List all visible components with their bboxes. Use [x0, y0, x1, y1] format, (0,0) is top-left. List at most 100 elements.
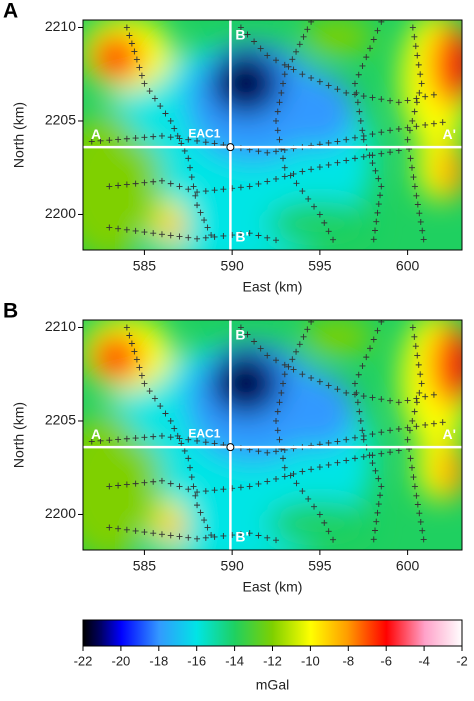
- station: [158, 531, 165, 538]
- station: [359, 62, 366, 69]
- station: [126, 332, 133, 339]
- station: [357, 417, 364, 424]
- station: [88, 138, 95, 145]
- station: [377, 192, 384, 199]
- station: [420, 236, 427, 243]
- station: [412, 43, 419, 50]
- station: [264, 149, 271, 156]
- colorbar-segment: [83, 620, 103, 646]
- station: [150, 478, 157, 485]
- station: [133, 56, 140, 63]
- anomaly: [439, 445, 462, 498]
- station: [273, 475, 280, 482]
- station: [378, 450, 385, 457]
- station: [351, 80, 358, 87]
- station: [372, 227, 379, 234]
- station: [255, 180, 262, 187]
- station: [343, 436, 350, 443]
- colorbar-tick-label: -18: [149, 653, 168, 668]
- station: [308, 166, 315, 173]
- station: [290, 66, 297, 73]
- station: [174, 132, 181, 139]
- station: [141, 380, 148, 387]
- station: [411, 183, 418, 190]
- station: [299, 71, 306, 78]
- station: [387, 449, 394, 456]
- station: [308, 20, 315, 25]
- station: [106, 224, 113, 231]
- station: [132, 227, 139, 234]
- station: [343, 457, 350, 464]
- station: [151, 95, 158, 102]
- station: [343, 136, 350, 143]
- station: [208, 232, 215, 239]
- station: [280, 455, 287, 462]
- station: [378, 20, 385, 25]
- station: [296, 341, 303, 348]
- station: [360, 436, 367, 443]
- station: [157, 403, 164, 410]
- station: [334, 438, 341, 445]
- station: [264, 478, 271, 485]
- station: [411, 408, 418, 415]
- anomaly: [432, 23, 462, 107]
- station: [375, 175, 382, 182]
- station: [409, 117, 416, 124]
- colorbar-segment: [158, 620, 198, 646]
- station: [411, 33, 418, 40]
- station: [407, 455, 414, 462]
- station: [409, 24, 416, 31]
- station: [246, 530, 253, 537]
- station: [244, 331, 251, 338]
- station: [181, 147, 188, 154]
- station: [138, 372, 145, 379]
- y-tick-label: 2210: [45, 18, 76, 34]
- station: [406, 427, 413, 434]
- station: [293, 480, 300, 487]
- station: [299, 188, 306, 195]
- station: [187, 464, 194, 471]
- y-axis-label: North (km): [11, 102, 27, 168]
- station: [123, 526, 130, 533]
- station: [378, 429, 385, 436]
- station: [273, 237, 280, 244]
- station: [158, 177, 165, 184]
- station: [208, 532, 215, 539]
- station: [194, 189, 201, 196]
- station: [334, 86, 341, 93]
- station: [202, 188, 209, 195]
- plot-frame: [82, 319, 463, 551]
- station: [359, 362, 366, 369]
- station: [273, 57, 280, 64]
- station: [305, 195, 312, 202]
- station: [273, 537, 280, 544]
- station: [141, 134, 148, 141]
- station: [274, 408, 281, 415]
- station: [276, 99, 283, 106]
- anomaly: [267, 201, 373, 247]
- station: [123, 481, 130, 488]
- station: [411, 483, 418, 490]
- station: [356, 408, 363, 415]
- panel-label: A: [3, 0, 18, 23]
- station: [264, 449, 271, 456]
- station: [370, 336, 377, 343]
- station: [185, 186, 192, 193]
- anomaly: [267, 501, 373, 547]
- station: [194, 489, 201, 496]
- colorbar-segment: [101, 620, 122, 646]
- station: [132, 180, 139, 187]
- station: [416, 210, 423, 217]
- station: [237, 184, 244, 191]
- colorbar-segment: [196, 620, 236, 646]
- y-tick-label: 2205: [45, 412, 76, 428]
- station: [356, 108, 363, 115]
- station: [422, 421, 429, 428]
- station: [162, 110, 169, 117]
- colorbar-segment: [310, 620, 349, 646]
- station: [194, 437, 201, 444]
- station: [300, 33, 307, 40]
- station: [325, 82, 332, 89]
- station: [257, 45, 264, 52]
- station: [264, 234, 271, 241]
